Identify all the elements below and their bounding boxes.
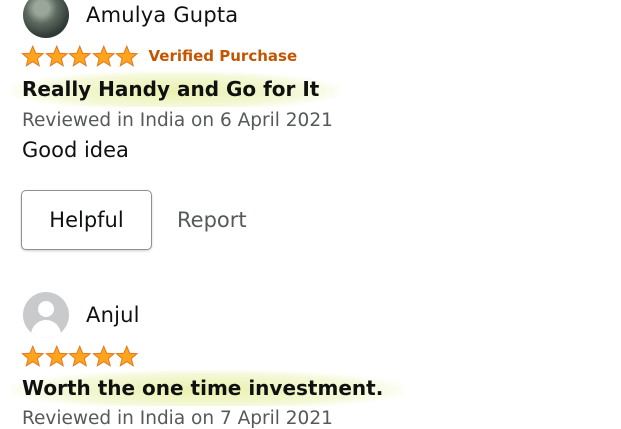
rating-row	[21, 345, 139, 367]
star-icon	[115, 345, 139, 367]
star-icon	[44, 45, 68, 67]
rating-row: Verified Purchase	[21, 45, 297, 67]
star-icon	[44, 345, 68, 367]
star-icon	[115, 45, 139, 67]
title-highlight	[10, 71, 342, 107]
review-title-wrap: Really Handy and Go for It	[10, 71, 342, 107]
review-date: Reviewed in India on 7 April 2021	[22, 408, 333, 429]
reviewer-profile[interactable]: Anjul	[23, 292, 140, 338]
review-title-wrap: Worth the one time investment.	[10, 370, 406, 406]
verified-purchase-badge: Verified Purchase	[148, 47, 298, 65]
star-rating[interactable]	[21, 45, 139, 67]
star-icon	[91, 345, 115, 367]
report-link[interactable]: Report	[177, 208, 247, 232]
review-body: Good idea	[22, 138, 129, 162]
review-date: Reviewed in India on 6 April 2021	[22, 110, 333, 131]
title-highlight	[10, 370, 406, 406]
review-title[interactable]: Really Handy and Go for It	[22, 77, 320, 101]
default-user-icon	[23, 292, 69, 338]
star-icon	[21, 345, 45, 367]
review-title[interactable]: Worth the one time investment.	[22, 376, 384, 400]
reviewer-name: Amulya Gupta	[86, 3, 239, 27]
star-rating[interactable]	[21, 345, 139, 367]
review-actions: Helpful Report	[21, 190, 247, 250]
star-icon	[68, 345, 92, 367]
avatar	[23, 0, 69, 38]
star-icon	[68, 45, 92, 67]
helpful-button[interactable]: Helpful	[21, 190, 152, 250]
star-icon	[21, 45, 45, 67]
reviewer-name: Anjul	[86, 303, 140, 327]
star-icon	[91, 45, 115, 67]
reviewer-profile[interactable]: Amulya Gupta	[23, 0, 238, 38]
